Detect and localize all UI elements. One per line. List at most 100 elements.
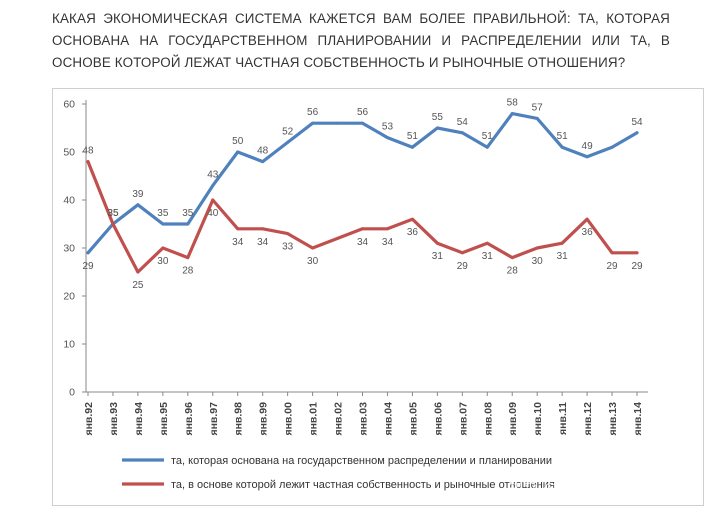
data-point (485, 145, 489, 149)
data-point (236, 227, 240, 231)
data-point (510, 112, 514, 116)
data-point (311, 121, 315, 125)
data-point (410, 217, 414, 221)
x-tick-label: янв.01 (308, 402, 320, 436)
legend-label-2: та, в основе которой лежит частная собст… (171, 479, 555, 491)
watermark-text: 知乎 @公社记录委员 (508, 480, 648, 498)
y-tick-label: 30 (63, 243, 75, 255)
y-tick-label: 40 (63, 195, 75, 207)
data-label: 35 (107, 208, 119, 219)
data-point (560, 241, 564, 245)
data-point (161, 246, 165, 250)
data-point (211, 184, 215, 188)
data-point (510, 256, 514, 260)
y-tick-label: 10 (63, 339, 75, 351)
data-point (111, 222, 115, 226)
data-point (336, 236, 340, 240)
series-line-2 (86, 160, 639, 274)
data-label: 54 (631, 117, 643, 128)
data-point (136, 270, 140, 274)
data-point (286, 232, 290, 236)
data-label: 51 (407, 131, 419, 142)
x-tick-label: янв.06 (432, 402, 444, 436)
data-label: 29 (457, 261, 469, 272)
data-point (336, 121, 340, 125)
data-point (236, 150, 240, 154)
data-point (610, 251, 614, 255)
x-tick-label: янв.09 (507, 402, 519, 436)
data-point (385, 227, 389, 231)
x-tick-label: янв.14 (632, 402, 644, 436)
chart-question-title: КАКАЯ ЭКОНОМИЧЕСКАЯ СИСТЕМА КАЖЕТСЯ ВАМ … (52, 11, 670, 70)
data-label: 58 (507, 98, 519, 109)
data-point (361, 121, 364, 125)
series-layer (86, 111, 639, 274)
y-tick-label: 20 (63, 291, 75, 303)
x-tick-label: янв.92 (83, 402, 95, 436)
data-label: 28 (507, 266, 519, 277)
x-tick-label: янв.05 (407, 402, 419, 436)
series-line-1 (86, 111, 639, 255)
data-point (635, 131, 639, 135)
x-tick-label: янв.94 (133, 402, 145, 436)
data-label: 54 (457, 117, 469, 128)
y-tick-label: 0 (69, 387, 75, 399)
data-point (610, 145, 614, 149)
x-tick-label: янв.10 (532, 402, 544, 436)
x-tick-label: янв.97 (208, 402, 220, 436)
data-label: 43 (207, 170, 219, 181)
data-point (460, 131, 464, 135)
data-point (535, 246, 539, 250)
data-label: 40 (207, 208, 219, 219)
data-label: 28 (182, 266, 194, 277)
data-label: 55 (432, 112, 444, 123)
data-label: 30 (307, 256, 319, 267)
data-point (560, 145, 564, 149)
data-label: 30 (157, 256, 169, 267)
data-label: 29 (606, 261, 618, 272)
data-point (585, 217, 589, 221)
data-label: 48 (82, 146, 94, 157)
data-label: 29 (631, 261, 643, 272)
data-point (161, 222, 165, 226)
y-tick-label: 50 (63, 147, 75, 159)
x-tick-label: янв.00 (283, 402, 295, 436)
data-point (136, 203, 140, 207)
data-point (86, 251, 90, 255)
data-label: 51 (482, 131, 494, 142)
data-point (186, 256, 190, 260)
x-tick-label: янв.11 (557, 402, 569, 435)
data-point (535, 116, 539, 120)
data-point (435, 241, 439, 245)
x-tick-label: янв.13 (607, 402, 619, 436)
data-point (460, 251, 464, 255)
x-tick-label: янв.04 (382, 402, 394, 436)
data-label: 31 (482, 251, 494, 262)
data-label: 56 (357, 107, 369, 118)
data-label: 35 (157, 208, 169, 219)
x-tick-label: янв.08 (482, 402, 494, 436)
data-label: 34 (232, 237, 244, 248)
data-point (585, 155, 589, 159)
data-point (211, 198, 215, 202)
x-tick-label: янв.98 (233, 402, 245, 436)
data-label: 52 (282, 126, 294, 137)
data-label: 48 (257, 146, 269, 157)
data-label: 57 (532, 102, 544, 113)
data-point (261, 227, 265, 231)
data-point (410, 145, 414, 149)
data-label: 33 (282, 242, 294, 253)
x-tick-label: янв.93 (108, 402, 120, 436)
data-point (86, 160, 90, 164)
data-point (261, 160, 265, 164)
data-label: 31 (432, 251, 444, 262)
x-tick-label: янв.96 (183, 402, 195, 436)
data-label: 51 (557, 131, 569, 142)
data-label: 49 (582, 141, 594, 152)
data-label: 35 (182, 208, 194, 219)
data-label: 39 (132, 189, 144, 200)
data-point (385, 136, 389, 140)
data-label: 25 (132, 280, 144, 291)
x-tick-label: янв.95 (158, 402, 170, 436)
